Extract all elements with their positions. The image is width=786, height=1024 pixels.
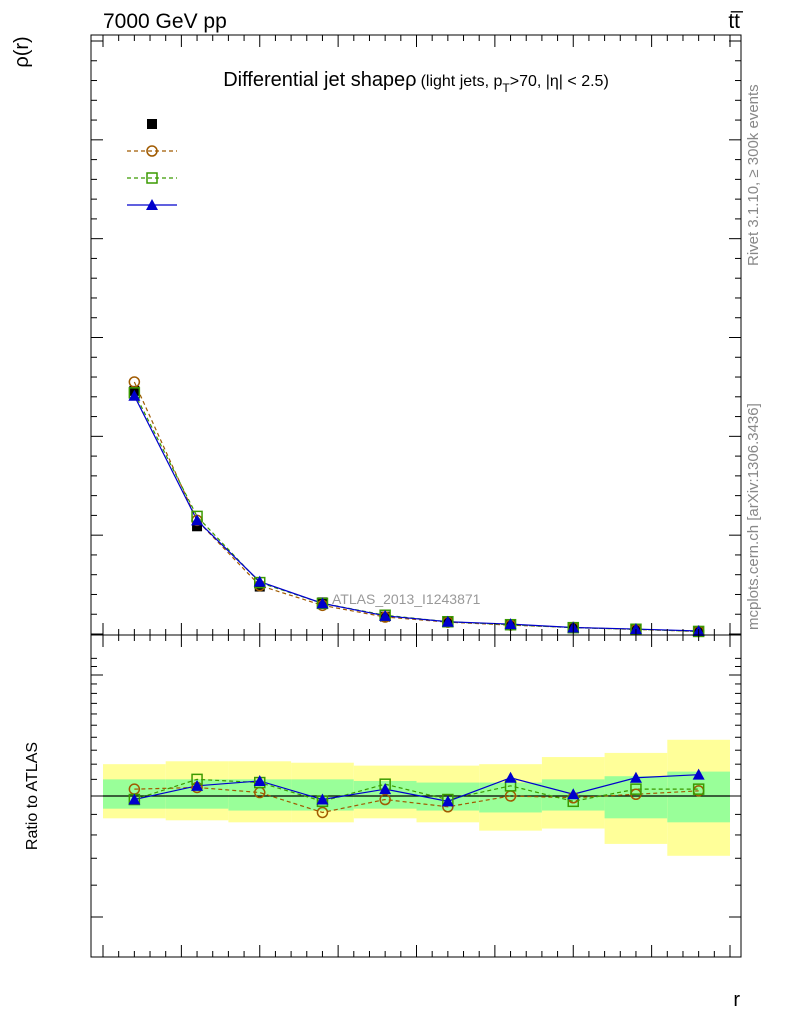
- ratio-point-pythia: [567, 788, 580, 800]
- main-panel: ρ(r) Differential jet shapeρ (light jets,…: [11, 34, 742, 638]
- data-point-pythia: [316, 597, 329, 609]
- uncertainty-band-inner: [667, 771, 730, 823]
- main-title-sub: T: [502, 81, 510, 95]
- series-line-herwig7: [133, 392, 699, 633]
- ratio-marks: [128, 768, 705, 819]
- series-line-pythia: [133, 395, 699, 632]
- ratio-point-pythia: [379, 783, 392, 795]
- ratio-line-pythia: [134, 774, 699, 802]
- ratio-ticks: [91, 635, 741, 957]
- ratio-panel: Ratio to ATLAS r: [24, 634, 742, 1011]
- process-label: tt̅: [728, 10, 744, 33]
- ratio-point-pythia: [253, 774, 266, 786]
- data-point-pythia: [504, 618, 517, 630]
- energy-label: 7000 GeV pp: [103, 10, 227, 33]
- ratio-line-herwigpp: [134, 786, 699, 814]
- legend-marker-herwig7: [146, 172, 158, 184]
- legend: [127, 119, 177, 210]
- ratio-point-herwig7: [630, 783, 642, 795]
- ratio-point-pythia: [504, 771, 517, 783]
- ratio-point-herwigpp: [379, 793, 391, 806]
- ratio-point-pythia: [441, 795, 454, 807]
- data-point-herwigpp: [128, 376, 141, 388]
- ratio-point-herwig7: [692, 783, 705, 795]
- data-point-pythia: [128, 389, 141, 401]
- data-point-pythia: [441, 615, 454, 627]
- legend-marker-atlas: [147, 119, 157, 129]
- legend-marker-herwigpp: [146, 145, 158, 157]
- ratio-point-pythia: [191, 779, 204, 791]
- data-point-atlas: [192, 521, 203, 532]
- data-point-pythia: [379, 609, 392, 621]
- main-title-rest: >70, |η| < 2.5): [510, 73, 609, 90]
- legend-marker-pythia: [146, 199, 158, 210]
- ratio-point-pythia: [692, 768, 705, 780]
- main-frame: [90, 34, 742, 636]
- rivet-label: Rivet 3.1.10, ≥ 300k events: [745, 84, 762, 266]
- data-point-pythia: [629, 623, 642, 635]
- mcplots-label: mcplots.cern.ch [arXiv:1306.3436]: [745, 403, 762, 630]
- ratio-point-pythia: [316, 793, 329, 805]
- analysis-watermark: ATLAS_2013_I1243871: [332, 591, 481, 607]
- ratio-xlabel: r: [733, 989, 740, 1011]
- main-ylabel: ρ(r): [11, 36, 33, 67]
- data-point-pythia: [253, 575, 266, 587]
- main-title-small: (light jets, p: [421, 73, 503, 90]
- data-point-pythia: [191, 514, 204, 526]
- main-title-text: Differential jet shapeρ: [223, 69, 416, 91]
- ratio-point-pythia: [128, 793, 141, 805]
- ratio-line-herwig7: [134, 778, 699, 802]
- main-title: Differential jet shapeρ (light jets, pT>7…: [223, 69, 609, 95]
- main-ticks: [91, 35, 741, 635]
- ratio-ylabel: Ratio to ATLAS: [24, 742, 41, 850]
- ratio-point-pythia: [629, 771, 642, 783]
- uncertainty-band-inner: [479, 782, 542, 813]
- ratio-point-herwigpp: [316, 806, 329, 819]
- ratio-bands: [103, 739, 730, 856]
